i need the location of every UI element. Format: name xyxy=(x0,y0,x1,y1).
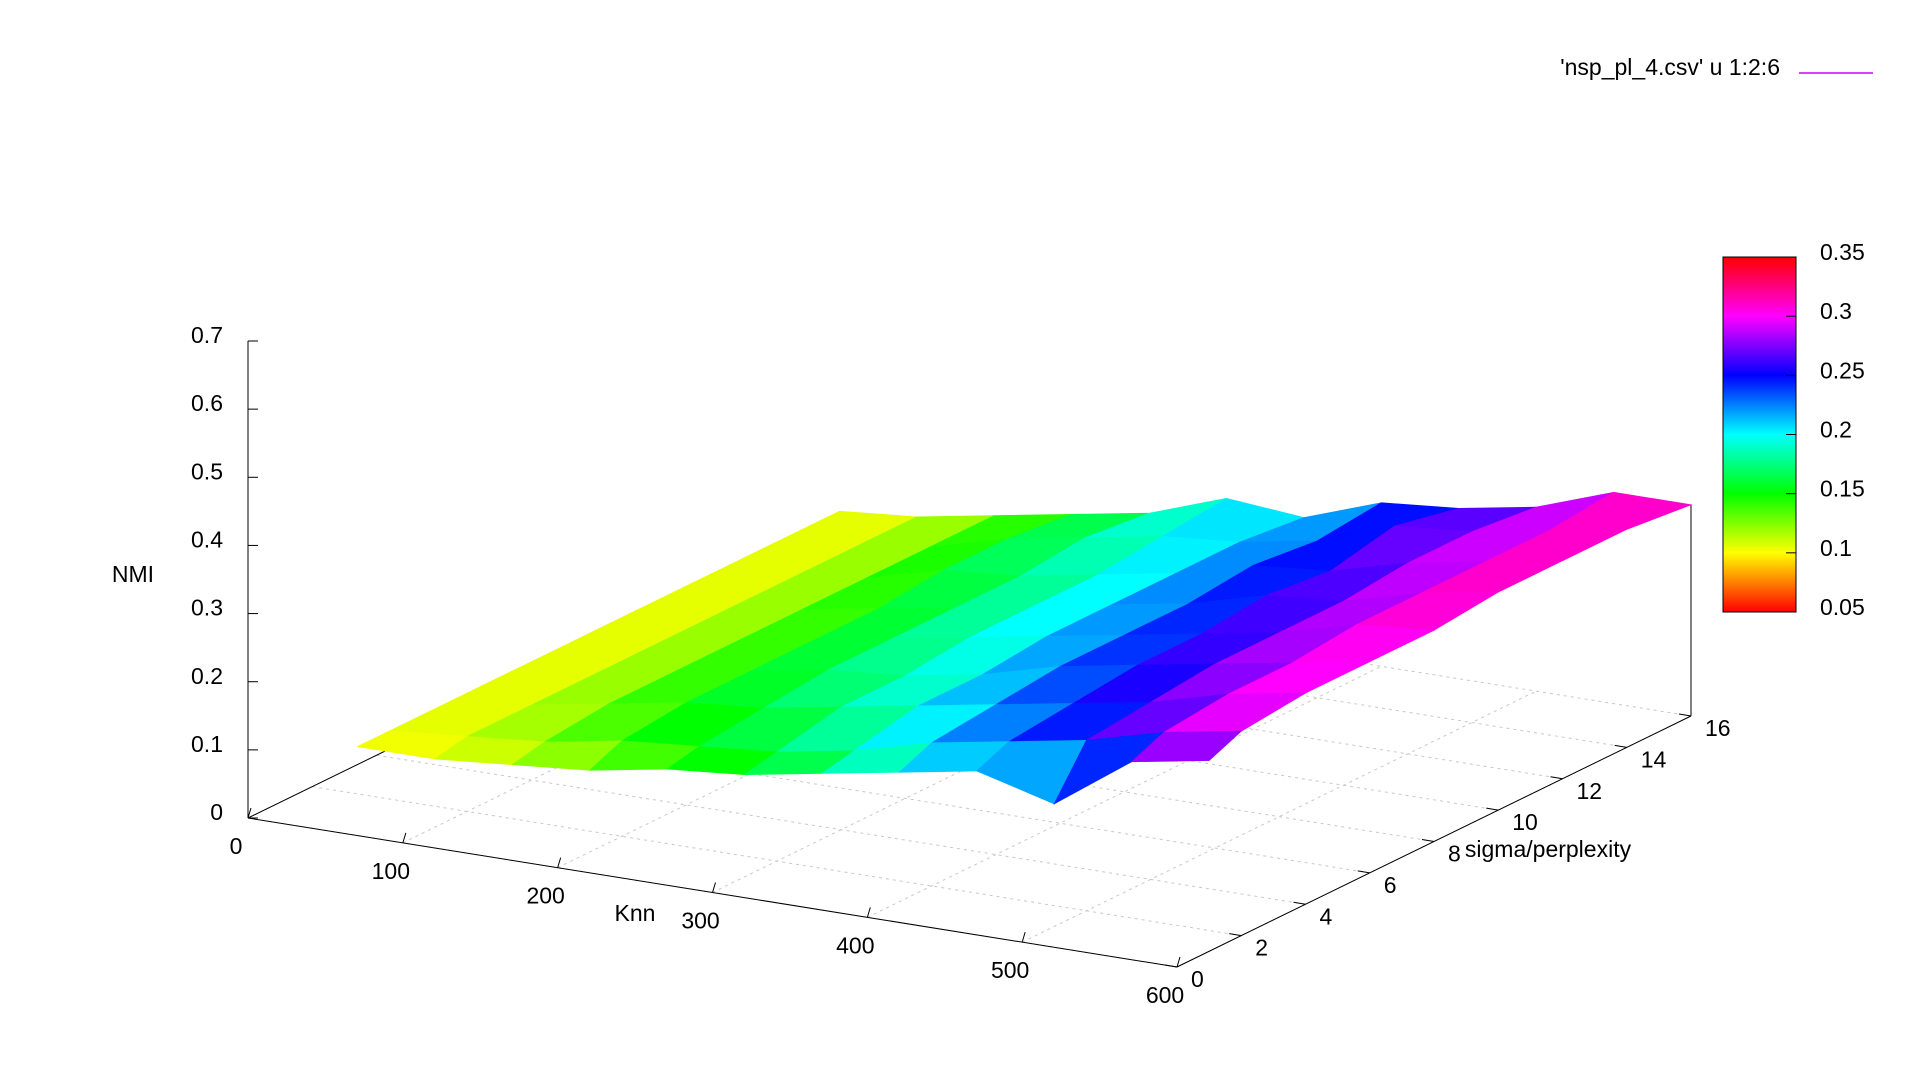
axis-line xyxy=(1176,715,1692,968)
z-tick-label: 0.4 xyxy=(191,527,223,553)
z-tick-label: 0.3 xyxy=(191,595,223,621)
colorbar-tick-label: 0.35 xyxy=(1820,239,1865,265)
y-tick xyxy=(1421,839,1435,842)
y-tick-label: 12 xyxy=(1577,778,1603,804)
y-tick-label: 0 xyxy=(1191,966,1204,992)
y-tick-label: 16 xyxy=(1705,715,1731,741)
y-tick-label: 4 xyxy=(1320,903,1333,929)
y-tick-label: 10 xyxy=(1512,809,1538,835)
x-tick-label: 0 xyxy=(230,833,243,859)
colorbar-tick-label: 0.2 xyxy=(1820,417,1852,443)
y-tick-label: 14 xyxy=(1641,746,1667,772)
x-tick-label: 100 xyxy=(372,858,410,884)
x-tick-label: 400 xyxy=(836,932,874,958)
y-tick xyxy=(1229,933,1242,937)
x-tick-label: 500 xyxy=(991,957,1029,983)
colorbar xyxy=(1722,256,1797,613)
grid-line xyxy=(376,754,1306,905)
z-tick-label: 0 xyxy=(210,799,223,825)
colorbar-tick-label: 0.1 xyxy=(1820,535,1852,561)
x-tick xyxy=(712,882,716,893)
x-tick xyxy=(1176,956,1181,968)
colorbar-tick-label: 0.3 xyxy=(1820,298,1852,324)
y-tick-label: 8 xyxy=(1448,841,1461,867)
z-tick-label: 0.2 xyxy=(191,663,223,689)
x-tick xyxy=(866,907,871,918)
grid-line xyxy=(312,786,1242,937)
y-tick xyxy=(1486,807,1499,811)
x-tick-label: 200 xyxy=(526,883,564,909)
y-tick xyxy=(1293,901,1306,905)
x-tick-label: 300 xyxy=(681,908,719,934)
z-tick-label: 0.5 xyxy=(191,458,223,484)
grid-line xyxy=(867,665,1382,918)
surface-patch xyxy=(1130,730,1243,763)
colorbar-tick-label: 0.05 xyxy=(1820,594,1865,620)
z-tick-label: 0.7 xyxy=(191,322,223,348)
legend-label: 'nsp_pl_4.csv' u 1:2:6 xyxy=(1560,54,1780,80)
y-tick xyxy=(1550,776,1563,780)
x-axis-label: Knn xyxy=(615,900,656,926)
x-tick-label: 600 xyxy=(1146,982,1184,1008)
x-tick xyxy=(402,832,407,843)
y-axis-label: sigma/perplexity xyxy=(1465,836,1632,862)
colorbar-tick-label: 0.25 xyxy=(1820,357,1865,383)
x-tick xyxy=(557,857,562,868)
z-axis-label: NMI xyxy=(112,561,154,587)
grid-line xyxy=(1021,690,1537,943)
y-tick-label: 6 xyxy=(1384,872,1397,898)
x-tick xyxy=(1021,932,1026,943)
y-tick xyxy=(1614,744,1627,748)
y-tick-label: 2 xyxy=(1255,935,1268,961)
y-tick xyxy=(1357,870,1370,874)
colorbar-tick-label: 0.15 xyxy=(1820,476,1865,502)
z-tick-label: 0.6 xyxy=(191,390,223,416)
axis-line xyxy=(247,817,1178,968)
z-tick-label: 0.1 xyxy=(191,731,223,757)
y-tick xyxy=(1678,713,1692,717)
